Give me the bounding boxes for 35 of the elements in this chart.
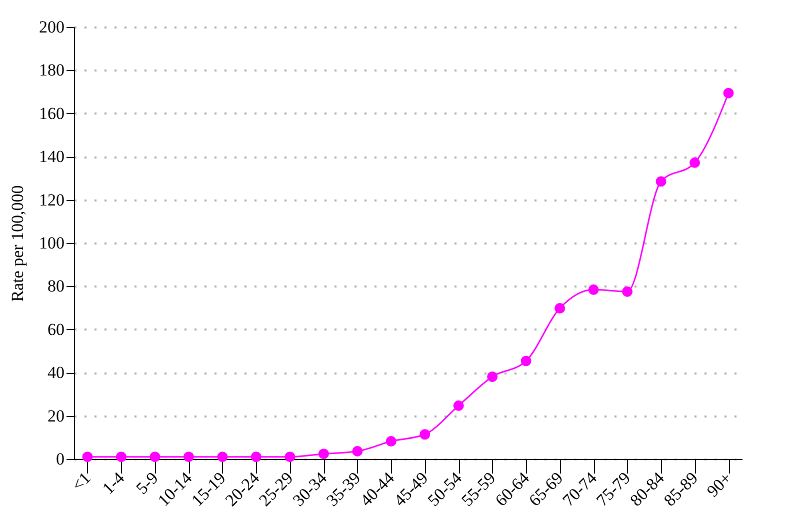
point — [217, 452, 228, 462]
point — [284, 452, 296, 462]
y-tick-label: 140 — [39, 147, 64, 166]
x-tick-label: 1-4 — [98, 468, 128, 498]
y-tick-label: 40 — [48, 363, 64, 382]
point — [588, 284, 599, 295]
point — [656, 176, 666, 187]
y-tick-label: 60 — [48, 320, 64, 339]
point — [386, 436, 396, 447]
y-tick-label: 120 — [39, 190, 64, 210]
y-tick-label: 200 — [39, 18, 64, 36]
y-tick-label: 100 — [39, 234, 64, 252]
y-tick-label: 80 — [48, 276, 64, 296]
point — [723, 88, 734, 98]
point — [554, 303, 566, 314]
point — [250, 452, 262, 462]
point — [318, 448, 329, 460]
point — [352, 446, 363, 456]
x-tick-label: <1 — [68, 468, 94, 495]
point — [183, 452, 194, 462]
point — [150, 452, 160, 462]
y-axis-title: Rate per 100,000 — [8, 185, 27, 302]
y-tick-label: 20 — [48, 406, 64, 426]
point — [520, 356, 532, 366]
x-tick-label: 90+ — [703, 468, 736, 501]
y-tick-label: 180 — [39, 60, 64, 80]
point — [82, 452, 93, 462]
point — [453, 400, 464, 411]
point — [487, 371, 498, 382]
y-tick-label: 160 — [39, 104, 64, 123]
point — [690, 157, 700, 168]
point — [622, 286, 633, 297]
point — [420, 429, 430, 440]
y-tick-label: 0 — [56, 450, 64, 468]
point — [116, 452, 126, 462]
